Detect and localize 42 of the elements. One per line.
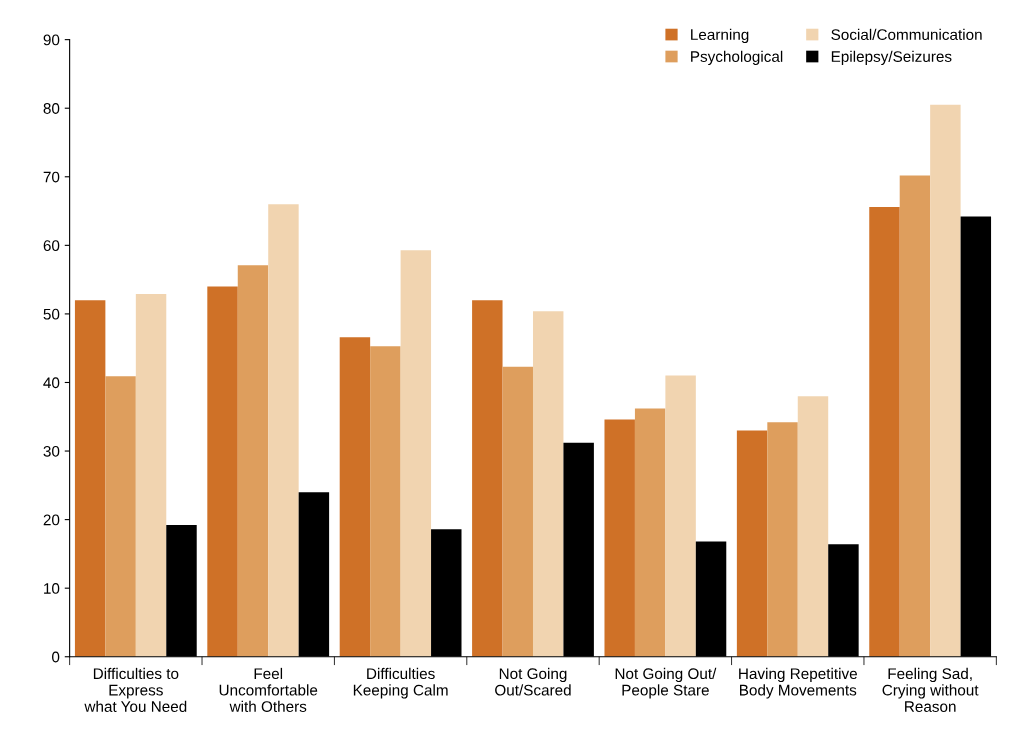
bar (400, 250, 432, 657)
y-tick-label: 60 (43, 240, 60, 252)
x-tick-label: Not Going Out/Scared (495, 667, 571, 696)
legend-label: Social/Communication (831, 28, 982, 41)
bar (532, 311, 564, 657)
y-tick-label: 20 (43, 514, 60, 526)
x-tick-label: Feeling Sad, Crying without Reason (882, 667, 979, 712)
bar (634, 408, 666, 657)
bar (502, 366, 533, 657)
x-tick-label: Difficulties Keeping Calm (353, 667, 448, 699)
legend-label: Psychological (691, 50, 783, 65)
bar (105, 376, 136, 657)
y-tick-label: 30 (43, 445, 60, 457)
bar (268, 204, 299, 657)
bar (736, 430, 768, 657)
bar (869, 206, 900, 657)
bar (74, 300, 106, 657)
bar (207, 286, 238, 657)
y-tick-label: 40 (43, 377, 60, 389)
legend-label: Epilepsy/Seizures (831, 50, 952, 65)
bar (899, 175, 931, 657)
x-tick-label: Difficulties to Express what You Need (84, 667, 187, 712)
y-tick-label: 10 (44, 583, 60, 594)
bar (665, 375, 696, 657)
bar (237, 265, 269, 657)
bar (797, 396, 829, 657)
bar (370, 346, 401, 657)
bar (339, 337, 371, 657)
bar (604, 419, 635, 657)
legend-label: Learning (691, 28, 749, 44)
y-tick-label: 50 (43, 308, 60, 320)
y-tick-label: 80 (43, 103, 60, 114)
y-tick-label: 90 (43, 34, 60, 46)
x-tick-label: Feel Uncomfortable with Others (219, 667, 318, 712)
x-tick-label: Having Repetitive Body Movements (739, 667, 857, 699)
y-tick-label: 0 (52, 651, 60, 663)
bar (135, 294, 167, 657)
y-tick-label: 70 (43, 171, 60, 183)
bar (930, 104, 961, 657)
bar (767, 422, 798, 657)
bar (472, 300, 503, 657)
x-tick-label: Not Going Out/ People Stare (615, 667, 717, 699)
